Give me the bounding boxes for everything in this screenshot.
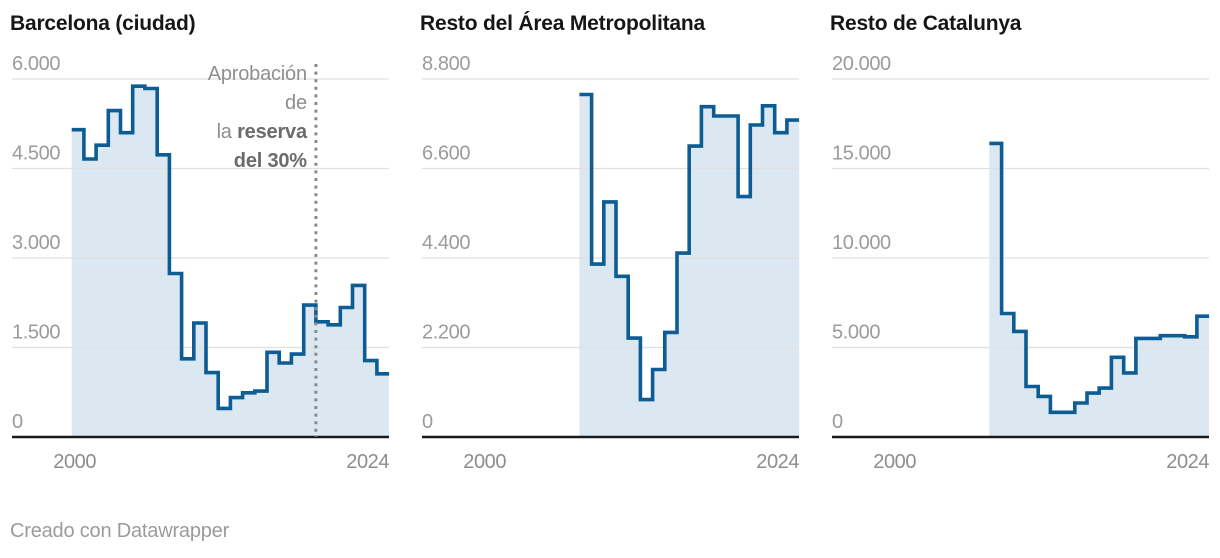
y-tick-label: 15.000 xyxy=(832,143,891,165)
x-tick-label: 2000 xyxy=(53,451,96,473)
y-tick-label: 5.000 xyxy=(832,322,880,344)
footer: Creado con Datawrapper xyxy=(10,520,1220,543)
chart-canvas-area-metropolitana: 0 2.200 4.400 6.600 8.800 2000 2024 xyxy=(422,53,800,473)
x-tick-label: 2024 xyxy=(346,451,389,473)
step-line xyxy=(71,84,390,411)
step-line xyxy=(579,92,800,402)
x-tick-label: 2024 xyxy=(1166,451,1209,473)
y-tick-label: 3.000 xyxy=(12,232,60,254)
chart-panel-catalunya: Resto de Catalunya 0 5.000 10.000 15.000 20.… xyxy=(830,0,1216,476)
chart-title: Resto del Área Metropolitana xyxy=(420,12,705,35)
chart-panel-barcelona: Barcelona (ciudad) 0 1.500 3.000 4.500 6.000… xyxy=(10,0,396,476)
chart-panel-area-metropolitana: Resto del Área Metropolitana 0 2.200 4.400… xyxy=(420,0,806,476)
y-tick-label: 8.800 xyxy=(422,53,470,75)
y-tick-label: 6.000 xyxy=(12,53,60,75)
charts-row: Barcelona (ciudad) 0 1.500 3.000 4.500 6.000… xyxy=(10,0,1216,476)
x-tick-label: 2000 xyxy=(873,451,916,473)
area-fill xyxy=(71,86,390,437)
annotation-text-line: la reserva xyxy=(217,121,308,143)
y-tick-label: 2.200 xyxy=(422,322,470,344)
step-line xyxy=(989,141,1210,415)
chart-title: Barcelona (ciudad) xyxy=(10,12,196,35)
y-tick-label: 0 xyxy=(422,411,433,433)
chart-canvas-barcelona: 0 1.500 3.000 4.500 6.000 2000 2024 Aprobación d… xyxy=(12,53,390,473)
y-tick-label: 0 xyxy=(832,411,843,433)
y-tick-label: 4.400 xyxy=(422,232,470,254)
x-tick-label: 2000 xyxy=(463,451,506,473)
chart-canvas-catalunya: 0 5.000 10.000 15.000 20.000 2000 2024 xyxy=(832,53,1210,473)
annotation-text-line: del 30% xyxy=(234,150,307,172)
x-tick-label: 2024 xyxy=(756,451,799,473)
datawrapper-credit-link[interactable]: Creado con Datawrapper xyxy=(10,520,230,542)
annotation-text-line: Aprobación xyxy=(208,63,307,85)
area-fill xyxy=(989,143,1210,437)
annotation-text-line: de xyxy=(285,92,307,114)
y-tick-label: 20.000 xyxy=(832,53,891,75)
y-tick-label: 10.000 xyxy=(832,232,891,254)
y-tick-label: 6.600 xyxy=(422,143,470,165)
area-fill xyxy=(579,94,800,437)
y-tick-label: 0 xyxy=(12,411,23,433)
chart-title: Resto de Catalunya xyxy=(830,12,1022,35)
y-tick-label: 4.500 xyxy=(12,143,60,165)
y-tick-label: 1.500 xyxy=(12,322,60,344)
